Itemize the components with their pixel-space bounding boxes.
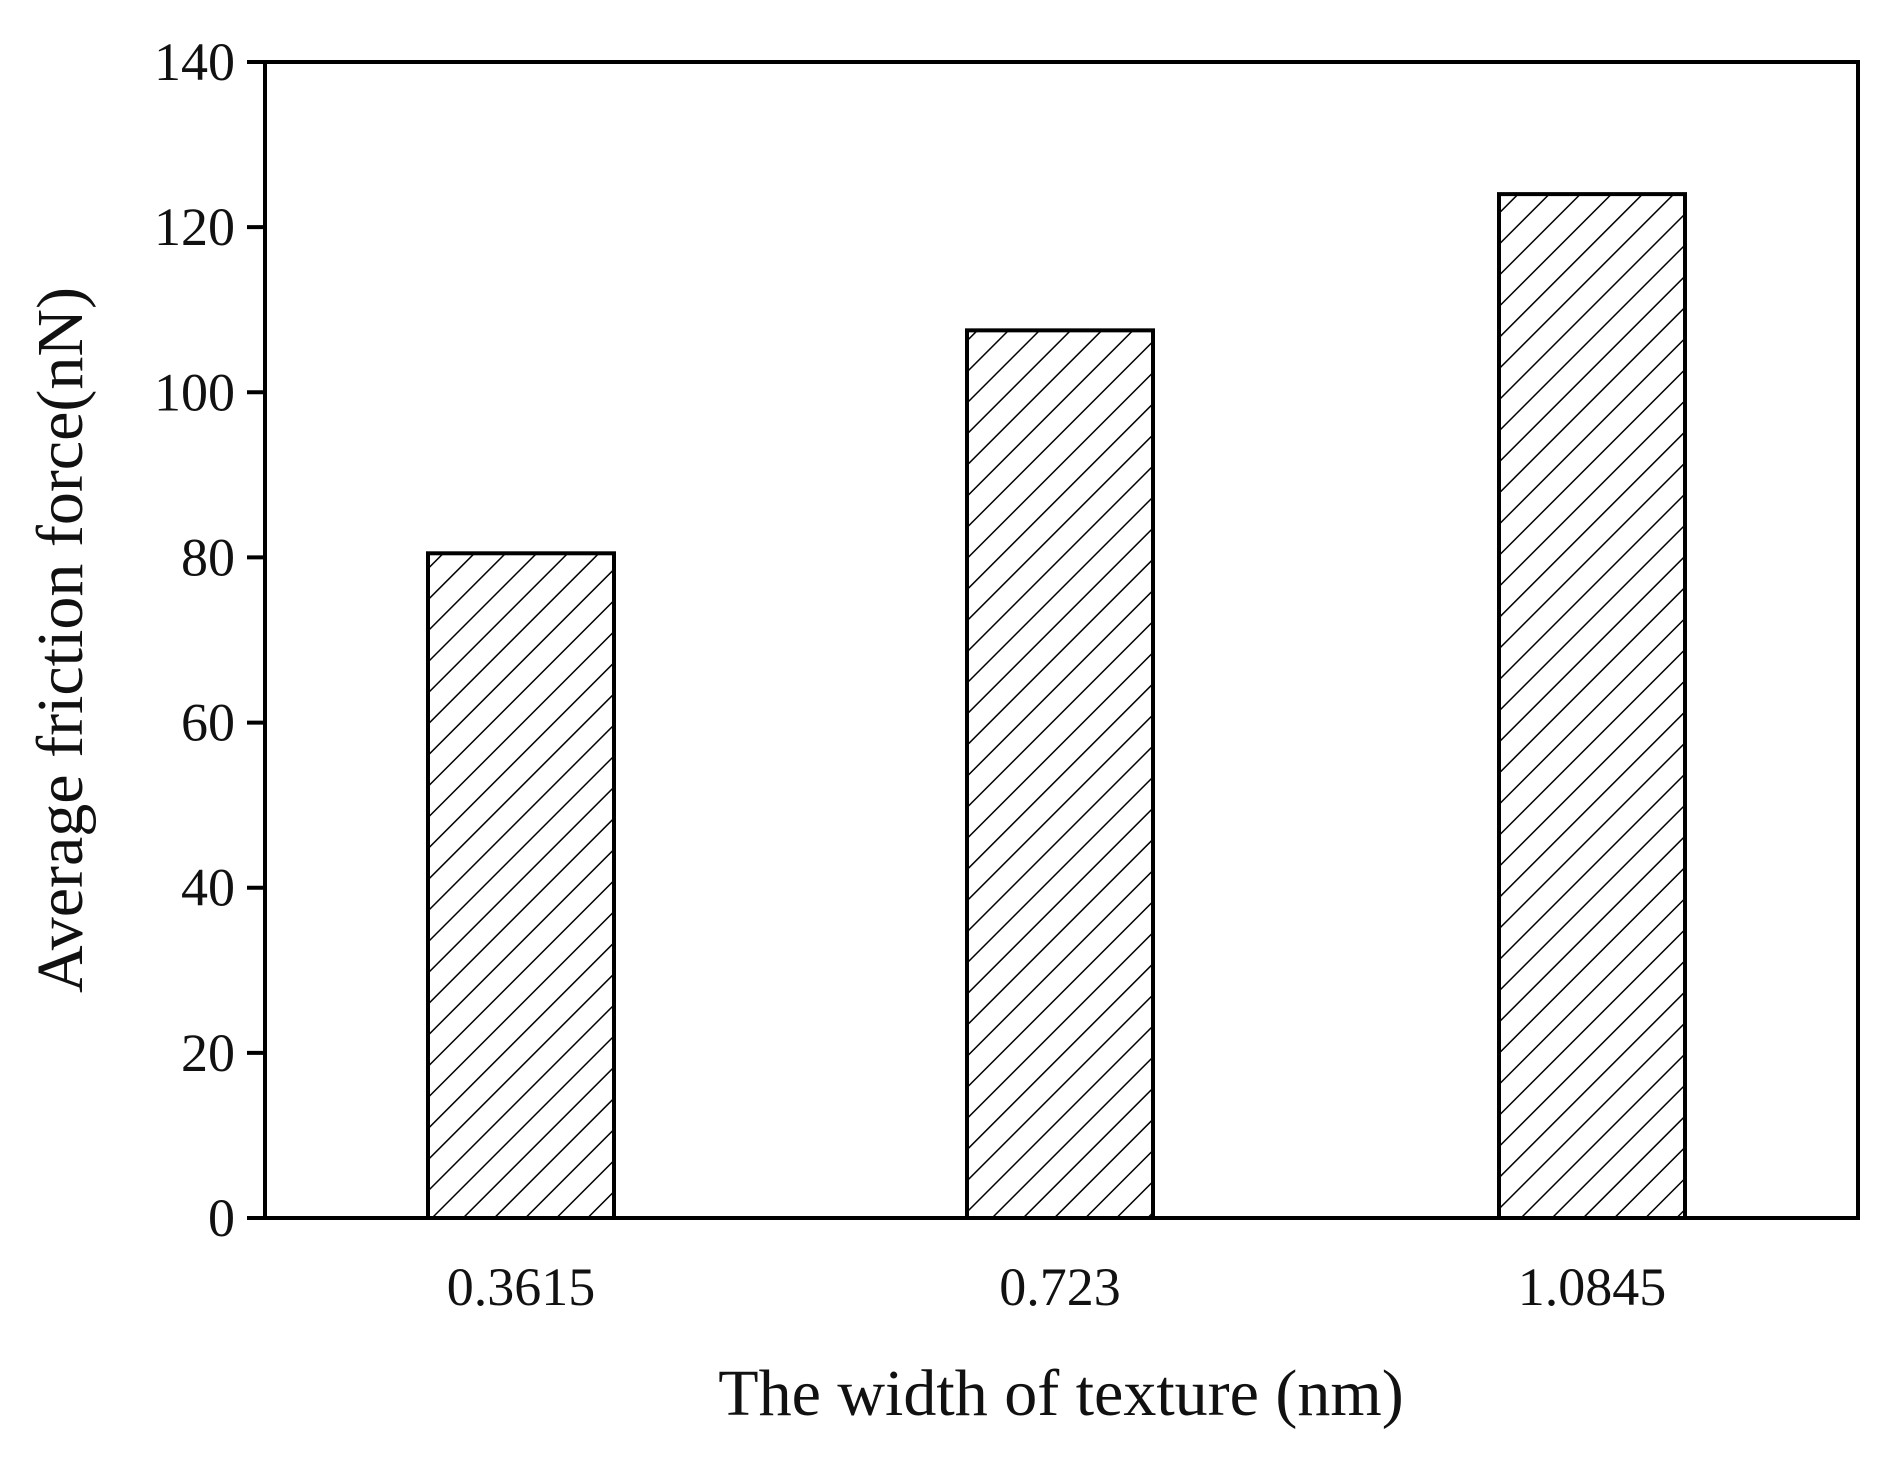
bars-group [426, 192, 1687, 1221]
y-tick-label: 80 [181, 527, 235, 587]
bar-0.3615 [426, 551, 616, 1220]
y-tick-label: 100 [154, 362, 235, 422]
y-tick-label: 120 [154, 197, 235, 257]
x-tick-label: 0.723 [999, 1257, 1121, 1317]
bar-0.723 [965, 328, 1155, 1221]
y-tick-label: 20 [181, 1023, 235, 1083]
y-axis-title: Average friction force(nN) [24, 287, 97, 993]
bar-1.0845 [1497, 192, 1687, 1221]
y-tick-label: 140 [154, 32, 235, 92]
x-axis-title: The width of texture (nm) [718, 1357, 1403, 1430]
y-tick-label: 0 [208, 1188, 235, 1248]
x-tick-label: 0.3615 [447, 1257, 596, 1317]
plot-frame [263, 60, 1860, 1220]
y-axis-ticks: 0 20 40 60 80 100 120 140 [154, 32, 265, 1248]
x-axis-ticks: 0.3615 0.723 1.0845 [447, 1257, 1667, 1317]
y-tick-label: 40 [181, 858, 235, 918]
x-tick-label: 1.0845 [1518, 1257, 1667, 1317]
y-tick-label: 60 [181, 693, 235, 753]
